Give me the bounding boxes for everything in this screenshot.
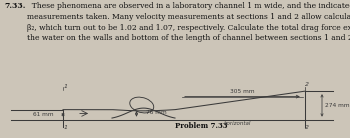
Text: 274 mm: 274 mm	[326, 103, 350, 108]
Text: 2: 2	[305, 82, 309, 87]
Text: 7.33.: 7.33.	[4, 2, 26, 10]
Text: 2: 2	[305, 125, 309, 130]
Text: 76 mm: 76 mm	[146, 110, 167, 115]
Text: Problem 7.33: Problem 7.33	[175, 122, 228, 130]
Text: 61 mm: 61 mm	[34, 112, 54, 117]
Text: 1: 1	[64, 125, 68, 130]
Text: horizontal: horizontal	[224, 121, 252, 126]
Text: 1: 1	[64, 84, 68, 89]
Text: These phenomena are observed in a laboratory channel 1 m wide, and the indicated: These phenomena are observed in a labora…	[27, 2, 350, 42]
Text: 305 mm: 305 mm	[230, 89, 255, 94]
